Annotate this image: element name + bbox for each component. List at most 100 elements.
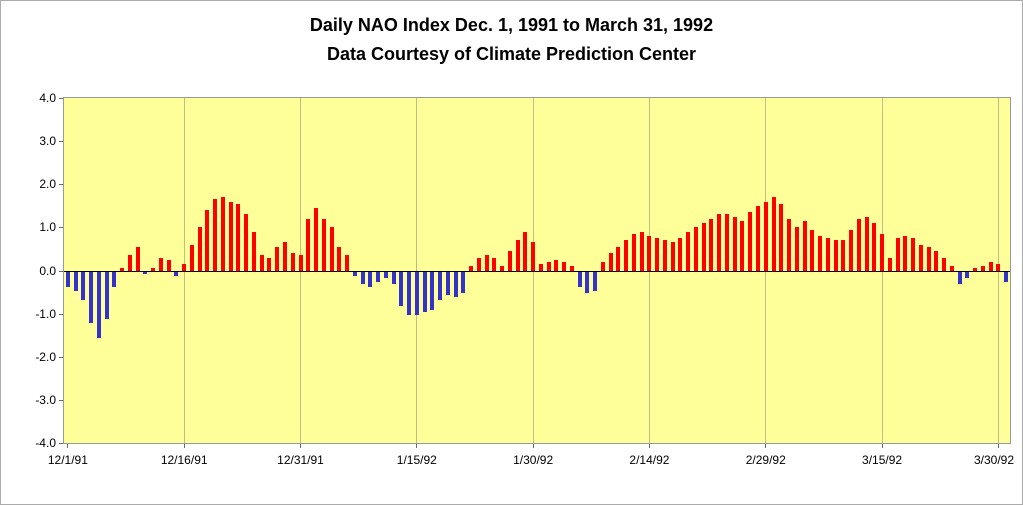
bar-positive [942, 257, 947, 271]
bar-negative [174, 271, 179, 276]
bar-negative [438, 271, 443, 300]
bar-positive [546, 261, 551, 271]
bar-negative [407, 271, 412, 315]
bar-positive [182, 264, 187, 271]
bar-positive [818, 236, 823, 271]
x-axis-tick [881, 444, 883, 448]
bar-positive [531, 242, 536, 271]
bar-positive [911, 238, 916, 271]
y-axis-tick [59, 443, 63, 444]
bar-negative [391, 271, 396, 285]
bar-negative [368, 271, 373, 287]
bar-positive [631, 233, 636, 271]
bar-positive [228, 201, 233, 271]
bar-negative [104, 271, 109, 319]
bar-positive [647, 236, 652, 271]
bar-positive [841, 240, 846, 271]
bar-negative [585, 271, 590, 294]
x-axis-label: 12/16/91 [160, 453, 208, 467]
y-axis-tick [59, 270, 63, 272]
bar-positive [755, 205, 760, 271]
bar-positive [810, 229, 815, 271]
y-axis-label: -4.0 [35, 436, 56, 450]
bar-positive [213, 199, 218, 271]
x-axis-label: 3/15/92 [862, 453, 903, 467]
bar-positive [701, 223, 706, 271]
bar-negative [430, 271, 435, 311]
bar-positive [887, 257, 892, 271]
bar-positive [880, 233, 885, 271]
x-axis-label: 3/30/92 [973, 453, 1015, 467]
y-axis-tick [59, 356, 63, 358]
y-axis-tick [59, 98, 63, 99]
x-axis-label: 2/29/92 [745, 453, 786, 467]
y-axis-label: 0.0 [39, 263, 56, 278]
bar-positive [918, 244, 923, 271]
bar-positive [988, 261, 993, 271]
bar-positive [724, 214, 729, 271]
bar-positive [926, 246, 931, 271]
bar-negative [96, 271, 101, 339]
bar-positive [166, 259, 171, 271]
x-axis-tick [765, 444, 767, 448]
bar-positive [151, 268, 156, 271]
bar-positive [662, 240, 667, 271]
bar-positive [337, 246, 342, 271]
bar-negative [965, 271, 970, 278]
bar-negative [143, 271, 148, 274]
bar-positive [290, 253, 295, 271]
y-axis-label: 1.0 [39, 220, 56, 235]
bar-positive [872, 223, 877, 271]
bar-positive [655, 238, 660, 271]
x-axis-tick [416, 444, 418, 448]
x-axis-label: 1/30/92 [513, 453, 554, 467]
bar-positive [639, 231, 644, 271]
zero-axis-line [64, 270, 1010, 272]
bar-positive [740, 220, 745, 271]
bar-negative [1004, 271, 1009, 283]
bar-negative [73, 271, 78, 291]
y-axis-tick [59, 141, 63, 143]
bar-positive [616, 246, 621, 271]
bar-positive [562, 261, 567, 271]
bar-positive [345, 255, 350, 271]
bar-positive [158, 257, 163, 271]
bar-positive [220, 197, 225, 271]
x-axis-tick [532, 444, 534, 448]
y-axis-tick [59, 227, 63, 229]
bar-positive [127, 255, 132, 271]
bar-positive [996, 264, 1001, 271]
bar-positive [833, 240, 838, 271]
bar-positive [251, 231, 256, 271]
bar-negative [360, 271, 365, 285]
x-axis-tick [300, 444, 301, 448]
bar-positive [794, 227, 799, 271]
bar-positive [120, 268, 125, 271]
bar-positive [980, 266, 985, 271]
bar-positive [895, 238, 900, 271]
bar-positive [686, 231, 691, 271]
bar-negative [445, 271, 450, 296]
bar-negative [376, 271, 381, 283]
bar-positive [197, 227, 202, 271]
x-axis-label: 12/1/91 [47, 453, 88, 467]
bar-positive [864, 216, 869, 271]
bar-positive [709, 218, 714, 271]
bar-positive [608, 253, 613, 271]
bar-negative [352, 271, 357, 276]
bar-negative [414, 271, 419, 315]
bar-positive [484, 255, 489, 271]
bar-positive [934, 251, 939, 271]
bar-positive [189, 244, 194, 271]
bar-positive [244, 214, 249, 271]
bar-positive [569, 266, 574, 271]
bar-positive [267, 257, 272, 271]
bar-positive [523, 231, 528, 271]
bar-negative [89, 271, 94, 324]
y-axis-label: 2.0 [39, 177, 56, 192]
bar-positive [500, 266, 505, 271]
y-axis-tick [59, 184, 63, 186]
y-axis-label: -2.0 [35, 349, 56, 364]
bar-positive [624, 240, 629, 271]
bar-positive [515, 240, 520, 271]
